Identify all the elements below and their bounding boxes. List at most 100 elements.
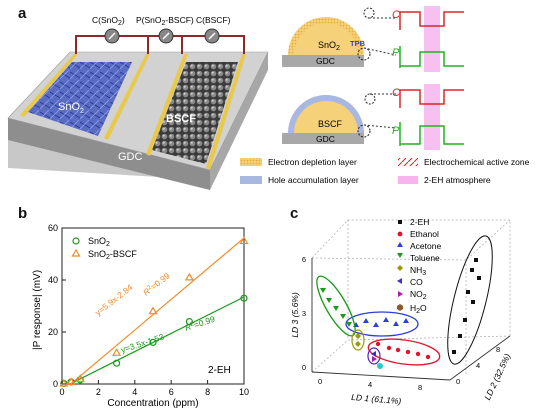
c-point-2eh <box>470 268 474 272</box>
c-x-tick-4: 4 <box>368 380 372 389</box>
bscf-particle-mat <box>152 62 238 164</box>
c-cluster-2eh <box>447 235 493 365</box>
c-point-ethanol <box>405 349 411 355</box>
meter-label-c-sno2: C(SnO2) <box>92 15 125 27</box>
c-point-2eh <box>452 350 456 354</box>
trace-p-label-2: P <box>392 125 400 137</box>
b-fit-label-sno2: y=3.5x-1.53 <box>120 332 166 355</box>
sno2-film-label: SnO2 <box>58 101 84 115</box>
c-point-2eh <box>471 300 475 304</box>
c-y-tick-0: 0 <box>456 377 460 386</box>
gdc-label: GDC <box>118 151 143 163</box>
trace-c-label-1: C <box>392 9 400 21</box>
c-3d-box <box>311 219 511 374</box>
c-point-toluene <box>326 298 332 303</box>
c-point-h2o <box>377 363 383 369</box>
c-legend-nh3: NH3 <box>410 265 426 277</box>
c-legend-co: CO <box>410 277 423 287</box>
c-point-acetone <box>393 321 399 326</box>
c-cluster-acetone <box>345 311 419 337</box>
c-cluster-nh3 <box>351 329 365 351</box>
c-point-toluene <box>333 306 339 311</box>
b-r2-label-sno2: R2=0.99 <box>184 314 217 333</box>
c-point-toluene <box>340 314 346 319</box>
c-legend-toluene: Toluene <box>410 253 440 263</box>
panel-a-legend <box>240 158 418 184</box>
b-y-tick-label: 60 <box>48 223 58 233</box>
c-point-ethanol <box>425 354 431 360</box>
trace-p-label-1: P <box>392 47 400 59</box>
legend-electron-depletion: Electron depletion layer <box>268 157 357 167</box>
c-z-axis-label: LD 3 (5.6%) <box>290 292 300 338</box>
b-fit-line-sno2-bscf <box>69 237 245 385</box>
c-point-nh3 <box>355 341 361 347</box>
b-x-tick-label: 2 <box>96 387 101 397</box>
schematic-sno2-bscf <box>282 93 397 144</box>
c-point-nh3 <box>355 333 361 339</box>
c-z-tick-0: 0 <box>302 363 306 372</box>
c-point-toluene <box>346 322 352 327</box>
schematic-gdc-label: GDC <box>316 56 335 66</box>
b-legend-marker-sno2 <box>72 237 80 245</box>
c-point-ethanol <box>375 341 381 347</box>
b-y-tick-label: 0 <box>53 379 58 389</box>
b-point-sno2-bscf <box>184 272 194 281</box>
meter-label-c-bscf: C(BSCF) <box>196 15 231 25</box>
c-legend-2eh: 2-EH <box>410 217 429 227</box>
b-fit-label-bscf: y=5.9x-2.84 <box>93 282 135 318</box>
c-legend-h2o: H2O <box>410 303 427 315</box>
b-legend-marker-sno2-bscf <box>71 248 81 257</box>
b-point-sno2-bscf <box>66 377 76 386</box>
schematic-gdc-label-2: GDC <box>316 134 335 144</box>
b-y-tick-label: 20 <box>48 327 58 337</box>
signal-traces <box>399 6 464 150</box>
schematic-sno2-only <box>282 7 397 67</box>
b-point-sno2-bscf <box>148 306 158 315</box>
c-point-acetone <box>363 318 369 323</box>
c-point-acetone <box>353 322 359 327</box>
c-point-2eh <box>466 290 470 294</box>
legend-electrochemical-zone: Electrochemical active zone <box>424 157 530 167</box>
b-point-sno2 <box>60 379 68 388</box>
b-y-tick-label: 40 <box>48 275 58 285</box>
sno2-fiber-mat <box>28 62 132 136</box>
wiring <box>75 35 245 54</box>
b-x-axis-label: Concentration (ppm) <box>107 398 198 409</box>
c-legend-marker-h2o <box>397 304 403 311</box>
b-y-axis-label: |P response| (mV) <box>32 270 43 350</box>
c-legend-marker-acetone <box>397 242 403 247</box>
legend-hole-accumulation: Hole accumulation layer <box>268 175 359 185</box>
b-x-tick-label: 8 <box>205 387 210 397</box>
c-legend-marker-nh3 <box>397 265 403 271</box>
b-plot-frame <box>61 227 245 385</box>
trace-c-label-2: C <box>392 87 400 99</box>
meter-label-p: P(SnO2-BSCF) <box>136 15 194 27</box>
c-cluster-ethanol <box>367 338 441 366</box>
b-point-sno2-bscf <box>59 378 69 387</box>
c-z-tick-3: 3 <box>302 309 306 318</box>
meter-icons <box>104 28 220 44</box>
c-point-co <box>371 351 376 357</box>
c-point-no2 <box>372 356 377 362</box>
c-legend-marker-2eh <box>398 220 402 224</box>
c-point-2eh <box>474 258 478 262</box>
c-legend-marker-no2 <box>398 291 403 297</box>
c-point-acetone <box>373 322 379 327</box>
electrode-strips <box>20 54 246 170</box>
c-x-tick-0: 0 <box>318 377 322 386</box>
c-point-2eh <box>458 334 462 338</box>
c-legend-marker-toluene <box>397 253 403 258</box>
schematic-bscf-label: BSCF <box>318 119 343 129</box>
c-legend-acetone: Acetone <box>410 241 441 251</box>
b-point-sno2-bscf <box>112 348 122 356</box>
b-x-tick-label: 4 <box>132 387 137 397</box>
b-point-sno2 <box>149 338 157 346</box>
legend-2eh-atmosphere: 2-EH atmosphere <box>424 175 491 185</box>
b-point-sno2 <box>67 378 75 386</box>
schematic-sno2-label: SnO2 <box>318 40 340 52</box>
b-point-sno2-bscf <box>239 236 249 245</box>
panel-label-c: c <box>290 205 299 222</box>
c-cluster-toluene <box>316 275 356 337</box>
panel-label-a: a <box>18 5 27 22</box>
c-legend-no2: NO2 <box>410 289 427 301</box>
